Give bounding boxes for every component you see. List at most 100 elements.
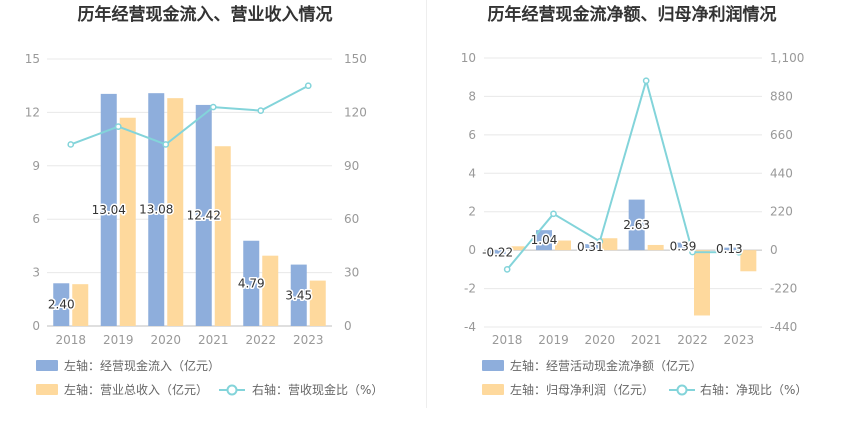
bar-value-label: 13.08 (139, 203, 173, 217)
bar-value-label: 4.79 (238, 276, 265, 290)
legend-swatch (482, 360, 504, 371)
bar-value-label: 0.13 (716, 242, 743, 256)
y-left-tick-label: 2 (468, 205, 476, 219)
x-tick-label: 2023 (293, 333, 324, 347)
bar-series-1 (628, 199, 645, 251)
y-right-tick-label: 1,100 (770, 51, 804, 65)
bar-series-2 (647, 244, 664, 251)
legend-label: 左轴：经营活动现金流净额（亿元） (510, 358, 702, 373)
bar-series-1 (148, 93, 165, 327)
line-point (550, 210, 557, 218)
y-left-tick-label: 0 (32, 319, 40, 333)
y-right-tick-label: 880 (770, 89, 793, 103)
x-tick-label: 2023 (724, 333, 755, 347)
y-right-tick-label: -220 (770, 282, 797, 296)
y-right-tick-label: 90 (344, 159, 359, 173)
x-tick-label: 2022 (245, 333, 276, 347)
bar-series-2 (72, 284, 89, 326)
legend-item[interactable]: 左轴：营业总收入（亿元） (36, 382, 208, 397)
legend-label: 左轴：归母净利润（亿元） (510, 382, 654, 397)
y-left-tick-label: -2 (464, 282, 476, 296)
x-tick-label: 2019 (538, 333, 569, 347)
legend-item[interactable]: 右轴：净现比（%） (669, 382, 807, 397)
y-left-tick-label: 6 (468, 128, 476, 142)
line-point (689, 248, 696, 256)
y-right-tick-label: 660 (770, 128, 793, 142)
chart-title: 历年经营现金流净额、归母净利润情况 (488, 4, 777, 25)
line-point (162, 141, 170, 148)
line-point (596, 238, 604, 245)
bar-series-2 (214, 146, 231, 326)
chart-title: 历年经营现金流入、营业收入情况 (78, 4, 333, 25)
bar-series-1 (195, 104, 212, 326)
bar-series-2 (601, 238, 618, 251)
bar-value-label: 1.04 (531, 233, 558, 247)
y-left-tick-label: 10 (461, 51, 476, 65)
bar-value-label: 2.40 (48, 298, 75, 312)
bar-series-2 (555, 240, 571, 251)
y-left-tick-label: 12 (25, 105, 40, 119)
bar-series-1 (582, 244, 599, 251)
x-tick-label: 2018 (492, 333, 523, 347)
line-point (67, 141, 75, 148)
y-right-tick-label: 30 (344, 266, 359, 280)
bar-value-label: -0.22 (482, 245, 513, 259)
legend-item[interactable]: 左轴：归母净利润（亿元） (482, 382, 654, 397)
legend-point-icon (676, 384, 688, 396)
bar-series-2 (309, 280, 326, 326)
bar-series-1 (675, 242, 691, 251)
y-left-tick-label: 9 (32, 159, 40, 173)
bar-value-label: 0.31 (577, 240, 604, 254)
legend-swatch (36, 384, 58, 395)
bar-value-label: 2.63 (623, 218, 650, 232)
line-point (209, 103, 217, 111)
bar-series-2 (740, 250, 757, 272)
y-right-tick-label: 60 (344, 212, 359, 226)
x-tick-label: 2018 (55, 333, 86, 347)
legend-swatch (36, 360, 58, 371)
line-point (304, 82, 312, 90)
line-point (642, 77, 650, 85)
series-line (70, 84, 309, 146)
y-right-tick-label: -440 (770, 320, 797, 334)
bar-series-1 (536, 230, 552, 251)
x-tick-label: 2020 (585, 333, 616, 347)
y-right-tick-label: 0 (344, 319, 352, 333)
x-tick-label: 2019 (103, 333, 134, 347)
y-left-tick-label: -4 (464, 320, 476, 334)
bar-series-1 (721, 247, 738, 251)
y-left-tick-label: 0 (468, 243, 476, 257)
line-point (257, 107, 265, 114)
bar-series-2 (694, 250, 710, 316)
legend-item[interactable]: 左轴：经营现金流入（亿元） (36, 358, 220, 373)
legend-swatch (482, 384, 504, 395)
series-line (506, 79, 739, 271)
legend-label: 右轴：净现比（%） (700, 382, 807, 397)
legend-item[interactable]: 右轴：营收现金比（%） (219, 382, 383, 397)
bar-series-1 (100, 93, 117, 326)
bar-value-label: 0.39 (670, 239, 697, 253)
x-tick-label: 2022 (677, 333, 708, 347)
cash-inflow-revenue-chart: 历年经营现金流入、营业收入情况 036912150306090120150201… (25, 4, 384, 397)
bar-series-2 (508, 246, 525, 251)
bar-series-1 (290, 264, 307, 326)
bar-value-label: 3.45 (285, 288, 312, 302)
y-left-tick-label: 6 (32, 212, 40, 226)
legend-point-icon (226, 384, 238, 396)
bar-series-1 (53, 283, 70, 326)
legend-label: 左轴：经营现金流入（亿元） (64, 358, 220, 373)
y-right-tick-label: 120 (344, 105, 367, 119)
y-right-tick-label: 0 (770, 243, 778, 257)
bar-series-1 (243, 240, 260, 326)
bar-value-label: 13.04 (92, 203, 126, 217)
y-right-tick-label: 440 (770, 166, 793, 180)
legend-label: 右轴：营收现金比（%） (252, 382, 383, 397)
y-left-tick-label: 8 (468, 89, 476, 103)
bar-series-2 (167, 98, 184, 326)
line-point (735, 248, 743, 256)
bar-series-2 (119, 117, 136, 327)
legend-item[interactable]: 左轴：经营活动现金流净额（亿元） (482, 358, 702, 373)
y-left-tick-label: 4 (468, 166, 476, 180)
legend-label: 左轴：营业总收入（亿元） (64, 382, 208, 397)
